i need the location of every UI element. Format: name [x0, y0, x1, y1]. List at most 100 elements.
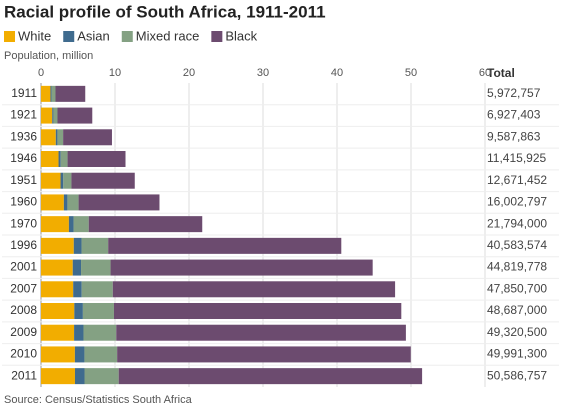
bar-segment — [88, 216, 203, 233]
bar-segment — [53, 107, 58, 124]
total-label: 44,819,778 — [487, 260, 547, 274]
bar-segment — [51, 85, 56, 102]
bar-segment — [41, 368, 75, 385]
bar-segment — [60, 172, 64, 189]
bar-segment — [41, 107, 53, 124]
y-tick-label: 2007 — [10, 281, 37, 295]
bar-segment — [67, 151, 126, 167]
bar-segment — [41, 216, 69, 233]
bar-segment — [63, 129, 112, 146]
bar-segment — [74, 303, 83, 319]
legend-label: White — [18, 28, 51, 43]
y-tick-label: 2001 — [10, 260, 37, 274]
x-tick-label: 20 — [183, 67, 195, 79]
total-label: 49,991,300 — [487, 347, 547, 361]
y-tick-label: 1946 — [10, 151, 37, 165]
x-tick-label: 0 — [38, 67, 44, 79]
bar-segment — [63, 172, 72, 189]
bar-segment — [84, 368, 119, 385]
x-tick-label: 60 — [479, 67, 491, 79]
bar-segment — [74, 368, 85, 385]
bar-segment — [74, 324, 84, 341]
axis-label: Population, million — [4, 50, 93, 62]
bar-segment — [41, 237, 74, 254]
bar-segment — [68, 216, 74, 233]
x-tick-label: 10 — [109, 67, 121, 79]
y-tick-label: 1921 — [10, 108, 37, 122]
bar-segment — [110, 259, 373, 276]
y-tick-label: 1960 — [10, 195, 37, 209]
x-tick-label: 50 — [405, 67, 417, 79]
legend-label: Asian — [77, 28, 110, 43]
legend-swatch — [63, 31, 75, 42]
y-tick-label: 2010 — [10, 347, 37, 361]
x-tick-label: 30 — [257, 67, 269, 79]
total-label: 11,415,925 — [487, 151, 546, 165]
total-label: 49,320,500 — [487, 325, 547, 339]
x-tick-label: 40 — [331, 67, 343, 79]
bar-segment — [41, 85, 51, 102]
bar-segment — [73, 237, 82, 254]
bar-segment — [55, 85, 86, 102]
y-tick-label: 2011 — [11, 368, 37, 382]
bar-segment — [41, 151, 59, 167]
y-tick-label: 1951 — [10, 173, 37, 187]
legend-label: Black — [225, 28, 257, 43]
total-label: 16,002,797 — [487, 195, 547, 209]
legend-swatch — [211, 31, 223, 42]
bar-segment — [55, 129, 58, 146]
bar-segment — [108, 237, 342, 254]
bar-segment — [41, 259, 73, 276]
bar-segment — [74, 346, 85, 363]
totals-header: Total — [487, 66, 515, 80]
bar-segment — [81, 237, 109, 254]
y-tick-label: 1970 — [10, 216, 37, 230]
bar-segment — [81, 281, 113, 298]
bar-segment — [116, 324, 406, 341]
y-tick-label: 1911 — [11, 86, 37, 100]
total-label: 5,972,757 — [487, 86, 541, 100]
bar-segment — [67, 194, 79, 211]
bar-segment — [82, 303, 114, 319]
total-label: 50,586,757 — [487, 368, 547, 382]
bar-segment — [112, 281, 396, 298]
y-tick-label: 2009 — [10, 325, 37, 339]
total-label: 40,583,574 — [487, 238, 547, 252]
total-label: 12,671,452 — [487, 173, 547, 187]
chart-title: Racial profile of South Africa, 1911-201… — [4, 2, 326, 21]
bar-segment — [57, 107, 93, 124]
total-label: 6,927,403 — [487, 108, 541, 122]
total-label: 9,587,863 — [487, 129, 541, 143]
bar-segment — [78, 194, 160, 211]
bar-segment — [73, 281, 82, 298]
bar-segment — [117, 346, 411, 363]
bar-segment — [84, 346, 118, 363]
bar-segment — [41, 346, 75, 363]
bar-segment — [83, 324, 117, 341]
bar-segment — [41, 281, 74, 298]
bar-segment — [71, 172, 135, 189]
legend-swatch — [4, 31, 15, 42]
legend-label: Mixed race — [136, 28, 200, 43]
y-tick-label: 1936 — [10, 129, 37, 143]
bar-segment — [58, 151, 61, 167]
bar-segment — [113, 303, 402, 319]
total-label: 47,850,700 — [487, 281, 547, 295]
bar-segment — [60, 151, 68, 167]
bar-segment — [57, 129, 64, 146]
bar-segment — [118, 368, 423, 385]
bar-segment — [63, 194, 68, 211]
total-label: 21,794,000 — [487, 216, 547, 230]
legend-swatch — [121, 31, 133, 42]
source: Source: Census/Statistics South Africa — [4, 394, 193, 406]
bar-segment — [41, 194, 64, 211]
bar-segment — [72, 259, 82, 276]
bar-segment — [73, 216, 89, 233]
bar-segment — [52, 107, 54, 124]
y-tick-label: 2008 — [10, 303, 37, 317]
bar-segment — [41, 303, 75, 319]
bar-segment — [41, 129, 56, 146]
bar-segment — [41, 324, 75, 341]
bar-segment — [81, 259, 111, 276]
total-label: 48,687,000 — [487, 303, 547, 317]
